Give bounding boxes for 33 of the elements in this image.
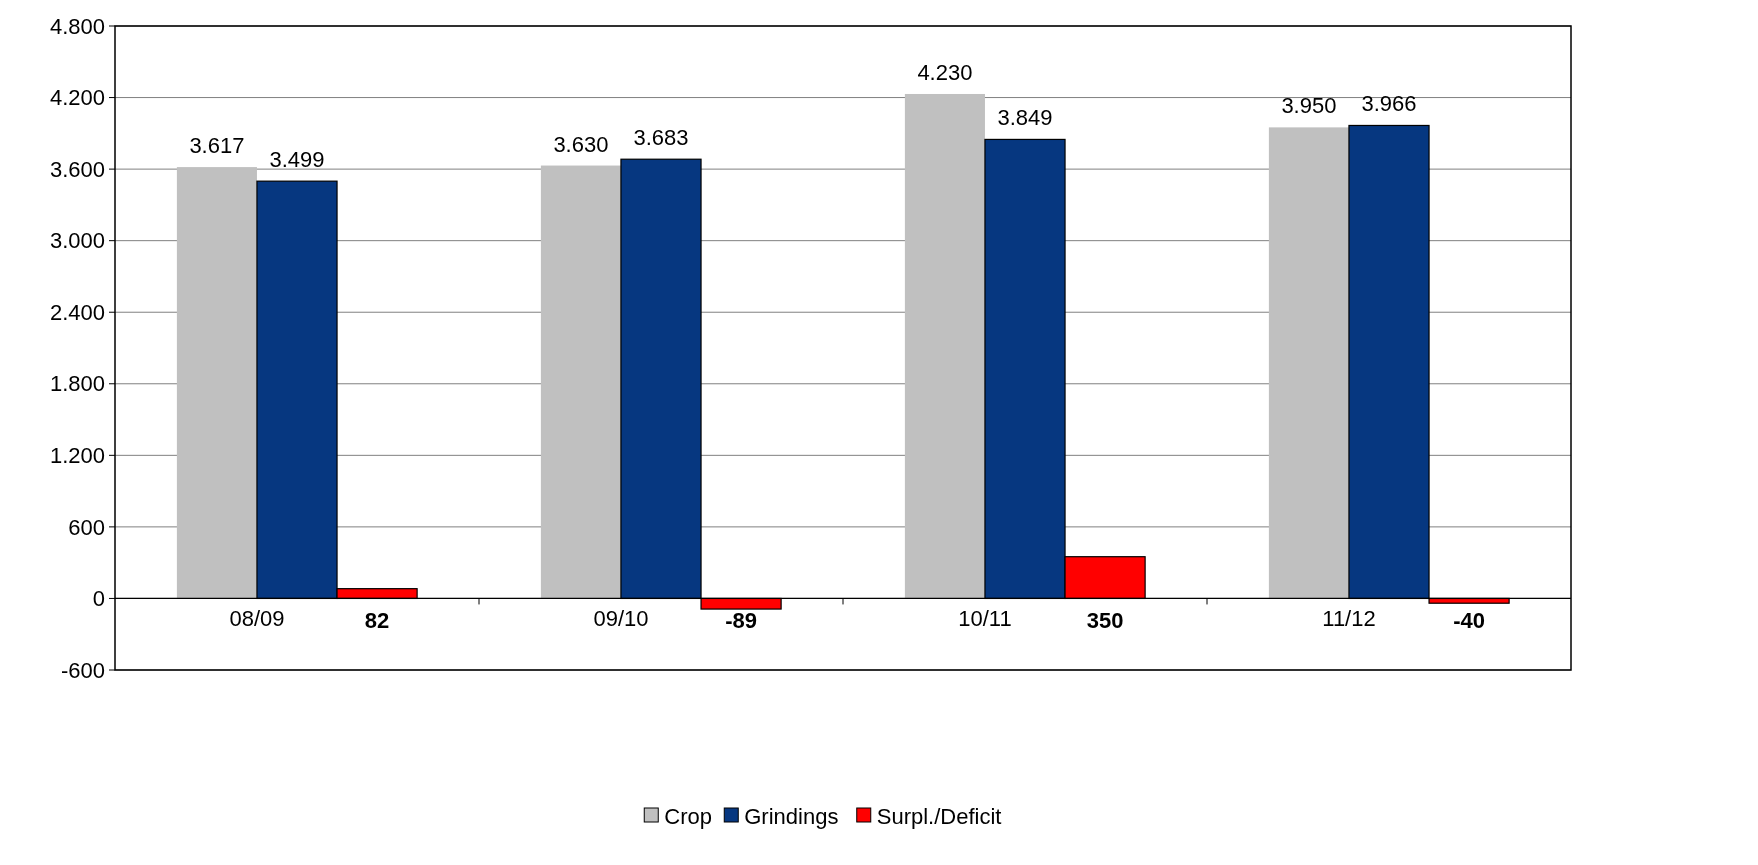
- data-label: 3.617: [189, 133, 245, 159]
- bar: [176, 167, 257, 599]
- y-tick-label: 2.400: [49, 299, 105, 325]
- data-label: 3.630: [553, 131, 609, 157]
- data-label: 350: [1086, 608, 1124, 634]
- data-label: 3.499: [269, 147, 325, 173]
- data-label: 3.849: [997, 105, 1053, 131]
- y-tick-label: 1.800: [49, 371, 105, 397]
- data-label: 3.966: [1361, 91, 1417, 117]
- y-tick-label: 3.000: [49, 228, 105, 254]
- x-tick-label: 09/10: [593, 606, 649, 632]
- x-tick-label: 11/12: [1322, 606, 1376, 632]
- y-tick-label: 3.600: [49, 156, 105, 182]
- data-label: 3.950: [1281, 93, 1337, 119]
- data-label: 3.683: [633, 125, 689, 151]
- legend-label: Grindings: [744, 803, 839, 829]
- y-tick-label: 1.200: [49, 443, 105, 469]
- bar: [1268, 127, 1349, 599]
- legend-label: Crop: [664, 803, 712, 829]
- bar: [904, 93, 985, 599]
- data-label: -89: [725, 608, 757, 634]
- y-tick-label: 0: [92, 586, 105, 612]
- y-tick-label: 4.800: [49, 13, 105, 39]
- bar: [540, 165, 621, 599]
- y-tick-label: 600: [68, 514, 105, 540]
- x-tick-label: 08/09: [229, 606, 285, 632]
- y-tick-label: 4.200: [49, 85, 105, 111]
- data-label: 4.230: [917, 59, 973, 85]
- legend-label: Surpl./Deficit: [876, 803, 1002, 829]
- y-tick-label: -600: [60, 657, 105, 683]
- data-label: -40: [1453, 608, 1485, 634]
- data-label: 82: [364, 608, 390, 634]
- x-tick-label: 10/11: [958, 606, 1012, 632]
